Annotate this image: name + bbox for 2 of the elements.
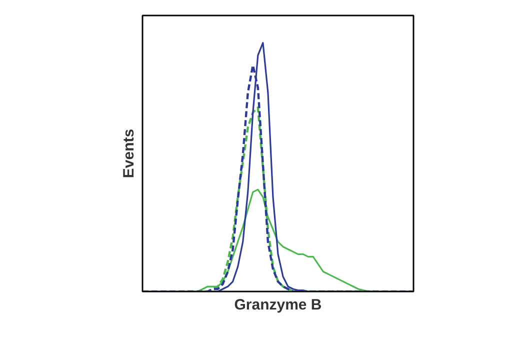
x-axis-title: Granzyme B — [234, 296, 322, 314]
y-axis-title: Events — [120, 128, 138, 178]
